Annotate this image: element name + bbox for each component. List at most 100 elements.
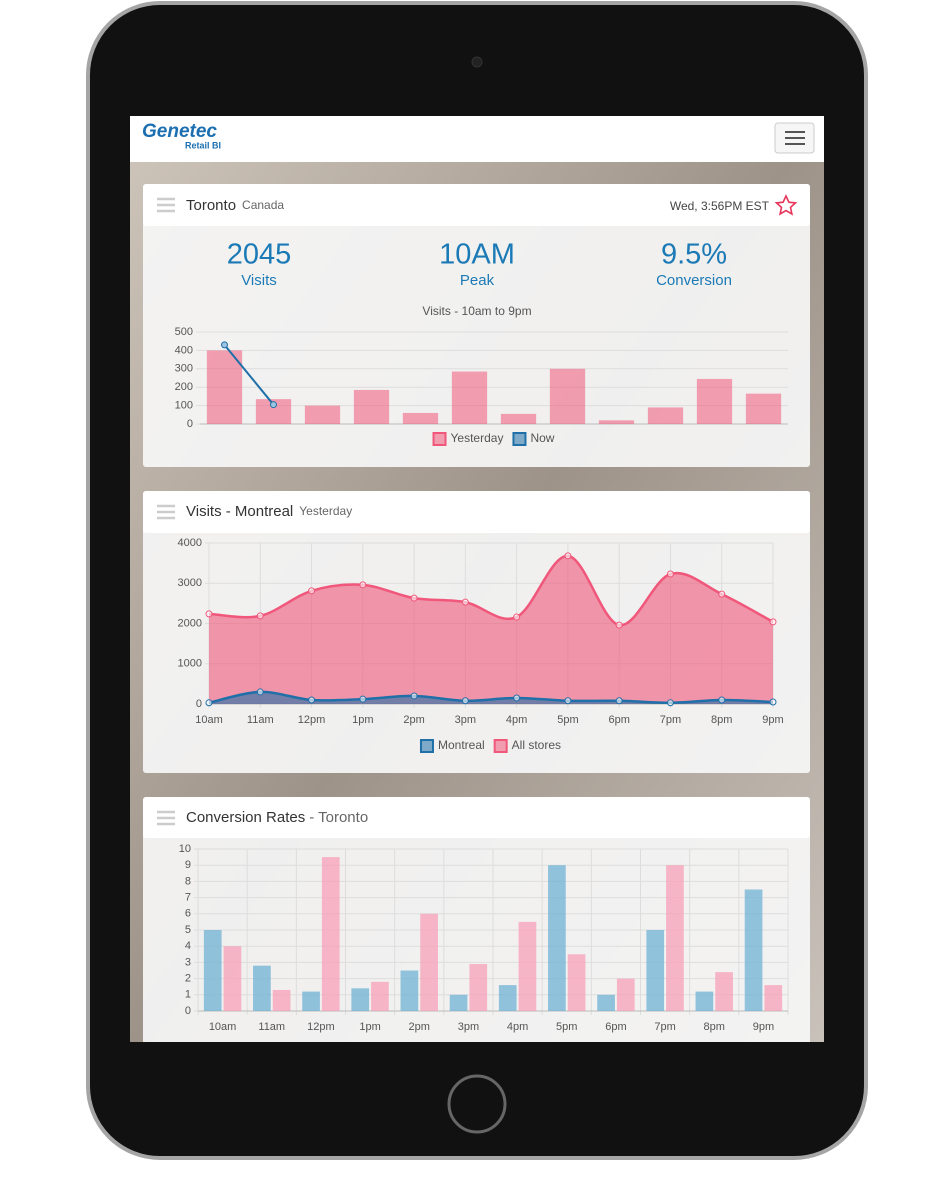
bar — [304, 405, 341, 424]
bar — [223, 946, 242, 1011]
bar — [498, 985, 517, 1011]
point — [718, 590, 726, 598]
x-tick-label: 3pm — [458, 1021, 479, 1033]
bar — [351, 988, 370, 1011]
subtitle: - Toronto — [309, 809, 368, 826]
card-header — [143, 184, 810, 226]
drag-handle[interactable] — [157, 197, 175, 213]
bar — [518, 921, 537, 1011]
legend-swatch — [432, 432, 447, 446]
y-tick-label: 2 — [185, 973, 191, 985]
bar — [745, 393, 782, 424]
bar — [764, 985, 783, 1011]
point — [718, 696, 726, 704]
bar — [469, 964, 488, 1011]
legend: Yesterday Now — [432, 431, 555, 446]
point — [359, 581, 367, 589]
y-tick-label: 2000 — [178, 617, 202, 629]
point — [205, 610, 213, 618]
bar — [203, 930, 222, 1011]
line — [223, 344, 275, 406]
y-tick-label: 300 — [175, 363, 193, 375]
legend-swatch — [419, 739, 434, 753]
point — [769, 698, 777, 706]
drag-handle[interactable] — [157, 504, 175, 520]
x-tick-label: 9pm — [762, 714, 783, 726]
x-tick-label: 5pm — [556, 1021, 577, 1033]
legend: Montreal All stores — [419, 738, 561, 753]
y-tick-label: 0 — [185, 1005, 191, 1017]
navbar — [130, 116, 824, 162]
point — [666, 699, 674, 707]
point — [205, 699, 213, 707]
x-tick-label: 5pm — [557, 714, 578, 726]
home-button[interactable] — [447, 1074, 507, 1134]
card-header — [143, 797, 810, 838]
y-tick-label: 200 — [175, 381, 193, 393]
point — [769, 618, 777, 626]
y-tick-label: 3000 — [178, 577, 202, 589]
legend-swatch — [512, 432, 527, 446]
bar — [451, 371, 488, 424]
bar — [647, 407, 684, 424]
card-header — [143, 491, 810, 533]
point — [461, 598, 469, 606]
x-tick-label: 7pm — [660, 714, 681, 726]
x-tick-label: 4pm — [507, 1021, 528, 1033]
x-tick-label: 10am — [209, 1021, 237, 1033]
favorite-star[interactable] — [774, 194, 798, 216]
subtitle: Yesterday — [299, 504, 352, 518]
menu-button[interactable] — [774, 122, 815, 154]
logo-sub: Retail BI — [185, 140, 221, 150]
country: Canada — [242, 198, 284, 212]
bar — [302, 991, 320, 1011]
x-tick-label: 6pm — [608, 714, 629, 726]
y-tick-label: 4 — [185, 940, 191, 952]
bar — [402, 412, 439, 424]
point — [410, 594, 418, 602]
line — [208, 690, 774, 705]
x-tick-label: 8pm — [711, 714, 732, 726]
x-tick-label: 6pm — [605, 1021, 626, 1033]
x-tick-label: 12pm — [307, 1021, 335, 1033]
bar — [449, 994, 468, 1011]
point — [256, 688, 264, 696]
drag-handle[interactable] — [157, 810, 175, 826]
chart-title: Visits - 10am to 9pm — [422, 304, 531, 318]
city: Toronto — [186, 197, 236, 214]
bar — [666, 865, 684, 1011]
legend-label: Yesterday — [451, 431, 504, 445]
point — [461, 697, 469, 705]
chart-title: Conversion Rates - Toronto — [186, 809, 368, 826]
x-tick-label: 9pm — [753, 1021, 774, 1033]
x-tick-label: 4pm — [506, 714, 527, 726]
legend-label: All stores — [512, 738, 561, 752]
bar — [400, 970, 419, 1011]
y-tick-label: 5 — [185, 924, 191, 936]
x-tick-label: 12pm — [298, 714, 326, 726]
x-tick-label: 11am — [258, 1021, 285, 1033]
bar — [321, 857, 340, 1011]
point — [308, 696, 316, 704]
x-tick-label: 7pm — [654, 1021, 675, 1033]
y-tick-label: 7 — [185, 892, 191, 904]
y-tick-label: 8 — [185, 875, 191, 887]
title: Visits - Montreal — [186, 503, 293, 520]
bar — [500, 413, 537, 424]
y-tick-label: 9 — [185, 859, 191, 871]
y-tick-label: 10 — [179, 843, 191, 855]
point — [359, 695, 367, 703]
area — [209, 555, 773, 704]
x-tick-label: 10am — [195, 714, 223, 726]
x-tick-label: 2pm — [403, 714, 424, 726]
bar — [253, 965, 271, 1011]
y-tick-label: 4000 — [178, 537, 202, 549]
point — [513, 613, 521, 621]
point — [615, 621, 623, 629]
bar — [353, 389, 390, 424]
bar — [420, 913, 438, 1011]
legend-label: Montreal — [438, 738, 485, 752]
time: Wed, 3:56PM EST — [670, 199, 770, 213]
bar — [371, 981, 389, 1011]
